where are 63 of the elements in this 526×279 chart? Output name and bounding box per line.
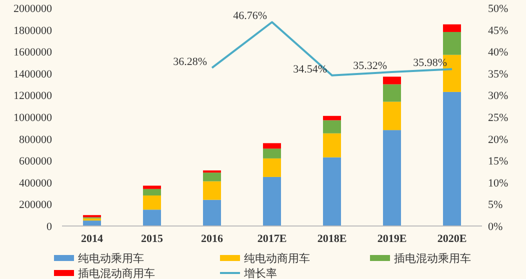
y2-tick-label: 0% [488, 221, 503, 233]
x-tick-label: 2017E [257, 233, 287, 245]
y-tick-label: 1200000 [14, 90, 52, 102]
y2-tick-label: 25% [488, 112, 508, 124]
bar [203, 181, 221, 200]
y-tick-label: 1800000 [14, 24, 52, 37]
y-tick-label: 800000 [19, 134, 52, 146]
bar [203, 170, 221, 173]
bar [83, 218, 101, 221]
bar [143, 195, 161, 210]
y2-tick-label: 20% [488, 134, 508, 146]
y2-tick-label: 10% [488, 177, 508, 190]
x-tick-label: 2016 [201, 233, 224, 245]
bar [443, 24, 461, 32]
bar [203, 172, 221, 182]
bar [143, 210, 161, 226]
x-tick-label: 2019E [377, 233, 407, 245]
bar [383, 102, 401, 130]
bar [323, 133, 341, 158]
data-label: 46.76% [233, 10, 267, 22]
x-tick-label: 2018E [317, 233, 347, 245]
bar [143, 186, 161, 189]
data-label: 36.28% [173, 56, 207, 68]
y2-tick-label: 35% [488, 68, 508, 80]
y-tick-label: 400000 [19, 177, 52, 190]
y2-tick-label: 30% [488, 90, 508, 102]
bar [323, 116, 341, 120]
bar [263, 143, 281, 149]
x-tick-label: 2015 [141, 233, 164, 245]
legend-label: 纯电动乘用车 [78, 252, 144, 265]
legend-label: 插电混动乘用车 [394, 252, 471, 265]
y-tick-label: 1600000 [14, 46, 52, 59]
bar [263, 148, 281, 158]
bar [83, 220, 101, 226]
y-tick-label: 0 [46, 221, 52, 233]
bar [383, 130, 401, 226]
line-series [211, 21, 453, 76]
bar [323, 157, 341, 226]
bar [203, 200, 221, 226]
bar [383, 76, 401, 84]
bar [263, 158, 281, 177]
bar [443, 92, 461, 226]
y2-tick-label: 50% [488, 3, 508, 15]
y2-tick-label: 5% [488, 199, 503, 212]
y-tick-label: 2000000 [14, 3, 52, 15]
y-tick-label: 1400000 [14, 68, 52, 80]
y2-tick-label: 40% [488, 46, 508, 59]
y2-tick-label: 45% [488, 24, 508, 37]
bar [263, 176, 281, 226]
legend-label: 插电混动商用车 [78, 267, 155, 279]
bar [323, 120, 341, 134]
bar [383, 84, 401, 102]
x-tick-label: 2020E [437, 233, 467, 245]
legend-label: 增长率 [243, 267, 277, 279]
y2-tick-label: 15% [488, 156, 508, 168]
legend-label: 纯电动商用车 [244, 252, 310, 265]
x-tick-label: 2014 [81, 233, 104, 245]
bar [143, 188, 161, 196]
data-label: 35.32% [353, 60, 387, 72]
bar [443, 32, 461, 55]
y-tick-label: 1000000 [14, 112, 52, 124]
y-tick-label: 200000 [19, 199, 52, 212]
y-tick-label: 600000 [19, 156, 52, 168]
